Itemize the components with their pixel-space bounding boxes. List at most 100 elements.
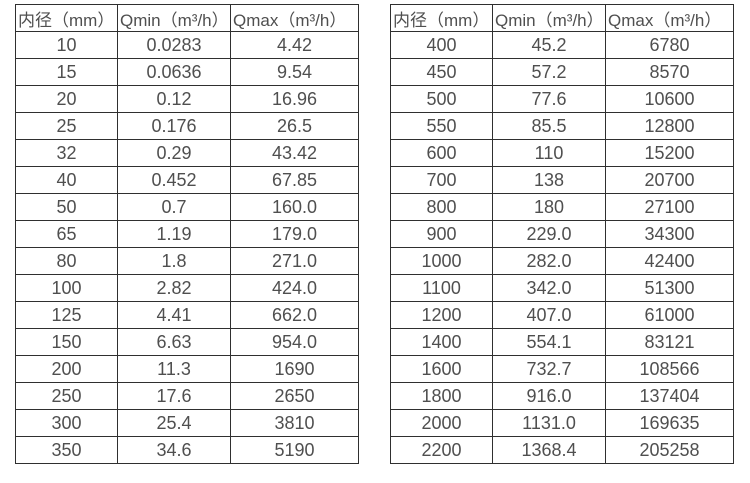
cell: 77.6	[492, 85, 606, 113]
cell: 61000	[605, 301, 734, 329]
cell: 0.7	[117, 193, 231, 221]
cell: 1.19	[117, 220, 231, 248]
cell: 16.96	[230, 85, 359, 113]
cell: 282.0	[492, 247, 606, 275]
table-row: 250 17.6 2650	[15, 382, 359, 410]
header-row: 内径（mm） Qmin（m³/h） Qmax（m³/h）	[390, 4, 734, 32]
cell: 110	[492, 139, 606, 167]
cell: 9.54	[230, 58, 359, 86]
cell: 1800	[390, 382, 493, 410]
cell: 57.2	[492, 58, 606, 86]
cell: 916.0	[492, 382, 606, 410]
table-row: 20 0.12 16.96	[15, 85, 359, 113]
cell: 20700	[605, 166, 734, 194]
cell: 85.5	[492, 112, 606, 140]
cell: 554.1	[492, 328, 606, 356]
cell: 67.85	[230, 166, 359, 194]
cell: 169635	[605, 409, 734, 437]
table-row: 400 45.2 6780	[390, 31, 734, 59]
cell: 1690	[230, 355, 359, 383]
cell: 200	[15, 355, 118, 383]
table-row: 200 11.3 1690	[15, 355, 359, 383]
table-row: 500 77.6 10600	[390, 85, 734, 113]
cell: 2200	[390, 436, 493, 464]
cell: 65	[15, 220, 118, 248]
cell: 407.0	[492, 301, 606, 329]
table-row: 350 34.6 5190	[15, 436, 359, 464]
flow-rate-table-small: 内径（mm） Qmin（m³/h） Qmax（m³/h） 10 0.0283 4.4…	[15, 4, 359, 464]
cell: 20	[15, 85, 118, 113]
cell: 34.6	[117, 436, 231, 464]
flow-rate-table-large: 内径（mm） Qmin（m³/h） Qmax（m³/h） 400 45.2 6780…	[390, 4, 734, 464]
cell: 300	[15, 409, 118, 437]
cell: 26.5	[230, 112, 359, 140]
cell: 400	[390, 31, 493, 59]
table-row: 65 1.19 179.0	[15, 220, 359, 248]
cell: 1600	[390, 355, 493, 383]
table-row: 10 0.0283 4.42	[15, 31, 359, 59]
cell: 1.8	[117, 247, 231, 275]
cell: 100	[15, 274, 118, 302]
cell: 424.0	[230, 274, 359, 302]
cell: 5190	[230, 436, 359, 464]
table-row: 1400 554.1 83121	[390, 328, 734, 356]
table-row: 25 0.176 26.5	[15, 112, 359, 140]
table-row: 800 180 27100	[390, 193, 734, 221]
cell: 11.3	[117, 355, 231, 383]
cell: 550	[390, 112, 493, 140]
table-row: 50 0.7 160.0	[15, 193, 359, 221]
cell: 83121	[605, 328, 734, 356]
cell: 1100	[390, 274, 493, 302]
table-row: 2000 1131.0 169635	[390, 409, 734, 437]
table-row: 1100 342.0 51300	[390, 274, 734, 302]
cell: 954.0	[230, 328, 359, 356]
table-row: 450 57.2 8570	[390, 58, 734, 86]
cell: 1131.0	[492, 409, 606, 437]
table-row: 1000 282.0 42400	[390, 247, 734, 275]
cell: 0.0283	[117, 31, 231, 59]
cell: 25.4	[117, 409, 231, 437]
cell: 1000	[390, 247, 493, 275]
cell: 800	[390, 193, 493, 221]
cell: 45.2	[492, 31, 606, 59]
cell: 27100	[605, 193, 734, 221]
cell: 32	[15, 139, 118, 167]
cell: 4.42	[230, 31, 359, 59]
cell: 0.176	[117, 112, 231, 140]
header-inner-diameter: 内径（mm）	[15, 4, 118, 32]
cell: 900	[390, 220, 493, 248]
cell: 42400	[605, 247, 734, 275]
cell: 700	[390, 166, 493, 194]
cell: 2000	[390, 409, 493, 437]
cell: 6.63	[117, 328, 231, 356]
cell: 4.41	[117, 301, 231, 329]
table-row: 550 85.5 12800	[390, 112, 734, 140]
cell: 15200	[605, 139, 734, 167]
header-qmax: Qmax（m³/h）	[230, 4, 359, 32]
cell: 600	[390, 139, 493, 167]
header-qmax: Qmax（m³/h）	[605, 4, 734, 32]
table-row: 15 0.0636 9.54	[15, 58, 359, 86]
cell: 205258	[605, 436, 734, 464]
cell: 3810	[230, 409, 359, 437]
table-body: 400 45.2 6780 450 57.2 8570 500 77.6 10600 550 85.…	[390, 31, 734, 464]
cell: 10600	[605, 85, 734, 113]
table-header-row: 内径（mm） Qmin（m³/h） Qmax（m³/h）	[15, 4, 359, 32]
table-row: 1200 407.0 61000	[390, 301, 734, 329]
table-row: 900 229.0 34300	[390, 220, 734, 248]
table-row: 125 4.41 662.0	[15, 301, 359, 329]
cell: 2.82	[117, 274, 231, 302]
cell: 229.0	[492, 220, 606, 248]
cell: 10	[15, 31, 118, 59]
cell: 137404	[605, 382, 734, 410]
cell: 450	[390, 58, 493, 86]
table-row: 300 25.4 3810	[15, 409, 359, 437]
table-body: 10 0.0283 4.42 15 0.0636 9.54 20 0.12 16.96 25 0.1…	[15, 31, 359, 464]
cell: 0.0636	[117, 58, 231, 86]
cell: 15	[15, 58, 118, 86]
cell: 40	[15, 166, 118, 194]
cell: 25	[15, 112, 118, 140]
cell: 350	[15, 436, 118, 464]
cell: 6780	[605, 31, 734, 59]
